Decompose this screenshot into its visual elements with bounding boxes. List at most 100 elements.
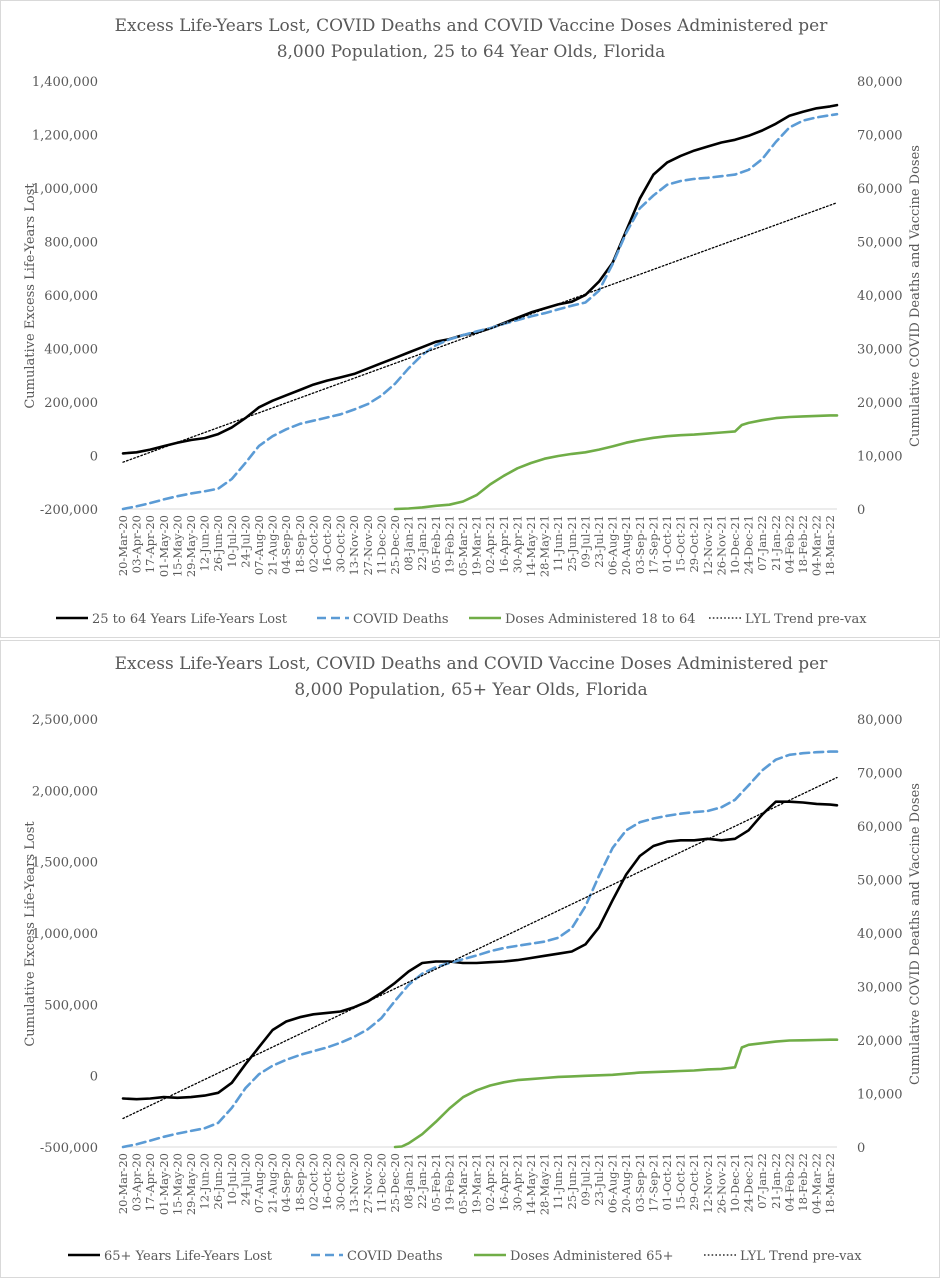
x-tick-label: 04-Mar-22 (810, 515, 824, 576)
y-right-tick-label: 0 (857, 1141, 865, 1156)
x-tick-label: 03-Sep-21 (633, 1153, 647, 1212)
x-tick-label: 26-Nov-21 (714, 515, 728, 576)
x-tick-label: 05-Feb-21 (429, 1153, 443, 1212)
x-tick-label: 15-Oct-21 (674, 515, 688, 573)
x-tick-label: 16-Apr-21 (497, 515, 511, 573)
y-right-tick-label: 10,000 (857, 450, 903, 465)
x-tick-label: 27-Nov-20 (361, 1153, 375, 1214)
x-tick-label: 23-Jul-21 (592, 1153, 606, 1206)
x-tick-label: 15-May-20 (170, 1153, 184, 1215)
series-line-solid-black (121, 800, 839, 1101)
x-tick-label: 02-Oct-20 (306, 1153, 320, 1211)
plot-area: 1,400,000 1,200,000 1,000,000 800,000 600,00… (32, 75, 903, 577)
x-tick-label: 01-Oct-21 (660, 1153, 674, 1211)
legend-entry: Doses Administered 18 to 64 (505, 612, 696, 627)
y-left-tick-label: 2,000,000 (32, 784, 98, 799)
x-tick-label: 05-Feb-21 (429, 515, 443, 574)
x-tick-label: 04-Feb-22 (782, 1153, 796, 1212)
x-tick-label: 23-Jul-21 (592, 515, 606, 568)
x-tick-label: 12-Jun-20 (198, 1153, 212, 1209)
x-tick-label: 06-Aug-21 (606, 1153, 620, 1213)
x-tick-label: 26-Nov-21 (714, 1153, 728, 1214)
x-tick-label: 06-Aug-21 (606, 515, 620, 575)
x-tick-label: 11-Jun-21 (551, 515, 565, 571)
y-right-tick-label: 30,000 (857, 343, 903, 358)
x-tick-label: 17-Apr-20 (143, 515, 157, 573)
y-left-tick-label: 200,000 (44, 396, 98, 411)
x-tick-label: 12-Nov-21 (701, 515, 715, 576)
x-tick-label: 18-Feb-22 (796, 515, 810, 574)
y-right-tick-label: 10,000 (857, 1088, 903, 1103)
x-tick-label: 24-Jul-20 (238, 1153, 252, 1206)
x-tick-label: 24-Jul-20 (238, 515, 252, 568)
legend-entry: 65+ Years Life-Years Lost (104, 1249, 273, 1264)
x-tick-label: 05-Mar-21 (456, 515, 470, 576)
y-left-tick-label: 1,000,000 (32, 927, 98, 942)
x-tick-label: 20-Aug-21 (619, 515, 633, 575)
x-tick-label: 24-Dec-21 (742, 1153, 756, 1213)
legend-entry: Doses Administered 65+ (510, 1249, 674, 1264)
x-tick-label: 18-Sep-20 (293, 515, 307, 574)
y-axis-left-label: Cumulative Excess Life-Years Lost (23, 821, 38, 1047)
plot-area: 2,500,000 2,000,000 1,500,000 1,000,000 500,… (32, 713, 903, 1215)
x-tick-label: 10-Jul-20 (225, 1153, 239, 1206)
x-tick-label: 30-Oct-20 (334, 1153, 348, 1211)
x-tick-label: 10-Dec-21 (728, 1153, 742, 1213)
x-tick-label: 13-Nov-20 (347, 515, 361, 576)
x-tick-label: 21-Aug-20 (266, 1153, 280, 1213)
legend: 25 to 64 Years Life-Years Lost COVID Deat… (56, 612, 867, 627)
y-left-tick-label: 500,000 (44, 998, 98, 1013)
x-tick-label: 20-Mar-20 (116, 1153, 130, 1214)
x-tick-label: 14-May-21 (524, 1153, 538, 1215)
y-left-tick-label: 2,500,000 (32, 713, 98, 728)
y-right-tick-label: 70,000 (857, 767, 903, 782)
y-right-tick-label: 50,000 (857, 874, 903, 889)
x-tick-label: 22-Jan-21 (415, 515, 429, 571)
y-axis-right-label: Cumulative COVID Deaths and Vaccine Dose… (908, 145, 923, 447)
x-tick-label: 12-Jun-20 (198, 515, 212, 571)
y-right-tick-label: 40,000 (857, 289, 903, 304)
x-tick-label: 25-Dec-20 (388, 1153, 402, 1213)
x-tick-label: 08-Jan-21 (402, 515, 416, 571)
x-tick-label: 07-Jan-22 (755, 1153, 769, 1209)
x-tick-label: 19-Mar-21 (470, 515, 484, 576)
x-tick-label: 08-Jan-21 (402, 1153, 416, 1209)
chart-title-line1: Excess Life-Years Lost, COVID Deaths and… (115, 16, 829, 36)
y-left-tick-label: 600,000 (44, 289, 98, 304)
x-tick-label: 05-Mar-21 (456, 1153, 470, 1214)
x-tick-label: 15-May-20 (170, 515, 184, 577)
series-line-dashed-blue (121, 750, 839, 1149)
x-tick-label: 03-Apr-20 (130, 515, 144, 573)
x-tick-label: 07-Aug-20 (252, 515, 266, 575)
x-tick-label: 20-Aug-21 (619, 1153, 633, 1213)
y-left-tick-label: 1,200,000 (32, 129, 98, 144)
x-tick-label: 16-Oct-20 (320, 1153, 334, 1211)
x-tick-label: 29-May-20 (184, 515, 198, 577)
x-tick-label: 04-Mar-22 (810, 1153, 824, 1214)
series-line-solid-green (393, 414, 839, 511)
x-tick-label: 04-Feb-22 (782, 515, 796, 574)
y-right-tick-label: 80,000 (857, 75, 903, 90)
x-tick-label: 21-Aug-20 (266, 515, 280, 575)
chart-25-64: Excess Life-Years Lost, COVID Deaths and… (23, 16, 923, 627)
x-tick-label: 02-Oct-20 (306, 515, 320, 573)
y-right-tick-label: 50,000 (857, 236, 903, 251)
chart-65-plus: Excess Life-Years Lost, COVID Deaths and… (23, 654, 923, 1264)
x-tick-label: 10-Dec-21 (728, 515, 742, 575)
y-right-tick-label: 60,000 (857, 182, 903, 197)
x-tick-label: 04-Sep-20 (279, 1153, 293, 1212)
legend: 65+ Years Life-Years Lost COVID Deaths Dos… (68, 1249, 862, 1264)
x-tick-label: 18-Mar-22 (823, 515, 837, 576)
x-tick-label: 22-Jan-21 (415, 1153, 429, 1209)
y-axis-left-label: Cumulative Excess Life-Years Lost (23, 183, 38, 409)
chart-panel-25-64: Excess Life-Years Lost, COVID Deaths and… (0, 0, 940, 638)
chart-panel-65-plus: Excess Life-Years Lost, COVID Deaths and… (0, 640, 940, 1278)
x-tick-label: 19-Mar-21 (470, 1153, 484, 1214)
y-left-tick-label: 1,500,000 (32, 856, 98, 871)
y-left-tick-label: 0 (90, 450, 98, 465)
x-tick-label: 11-Jun-21 (551, 1153, 565, 1209)
y-right-tick-label: 80,000 (857, 713, 903, 728)
x-tick-label: 07-Aug-20 (252, 1153, 266, 1213)
y-left-tick-label: 1,400,000 (32, 75, 98, 90)
x-tick-label: 16-Apr-21 (497, 1153, 511, 1211)
